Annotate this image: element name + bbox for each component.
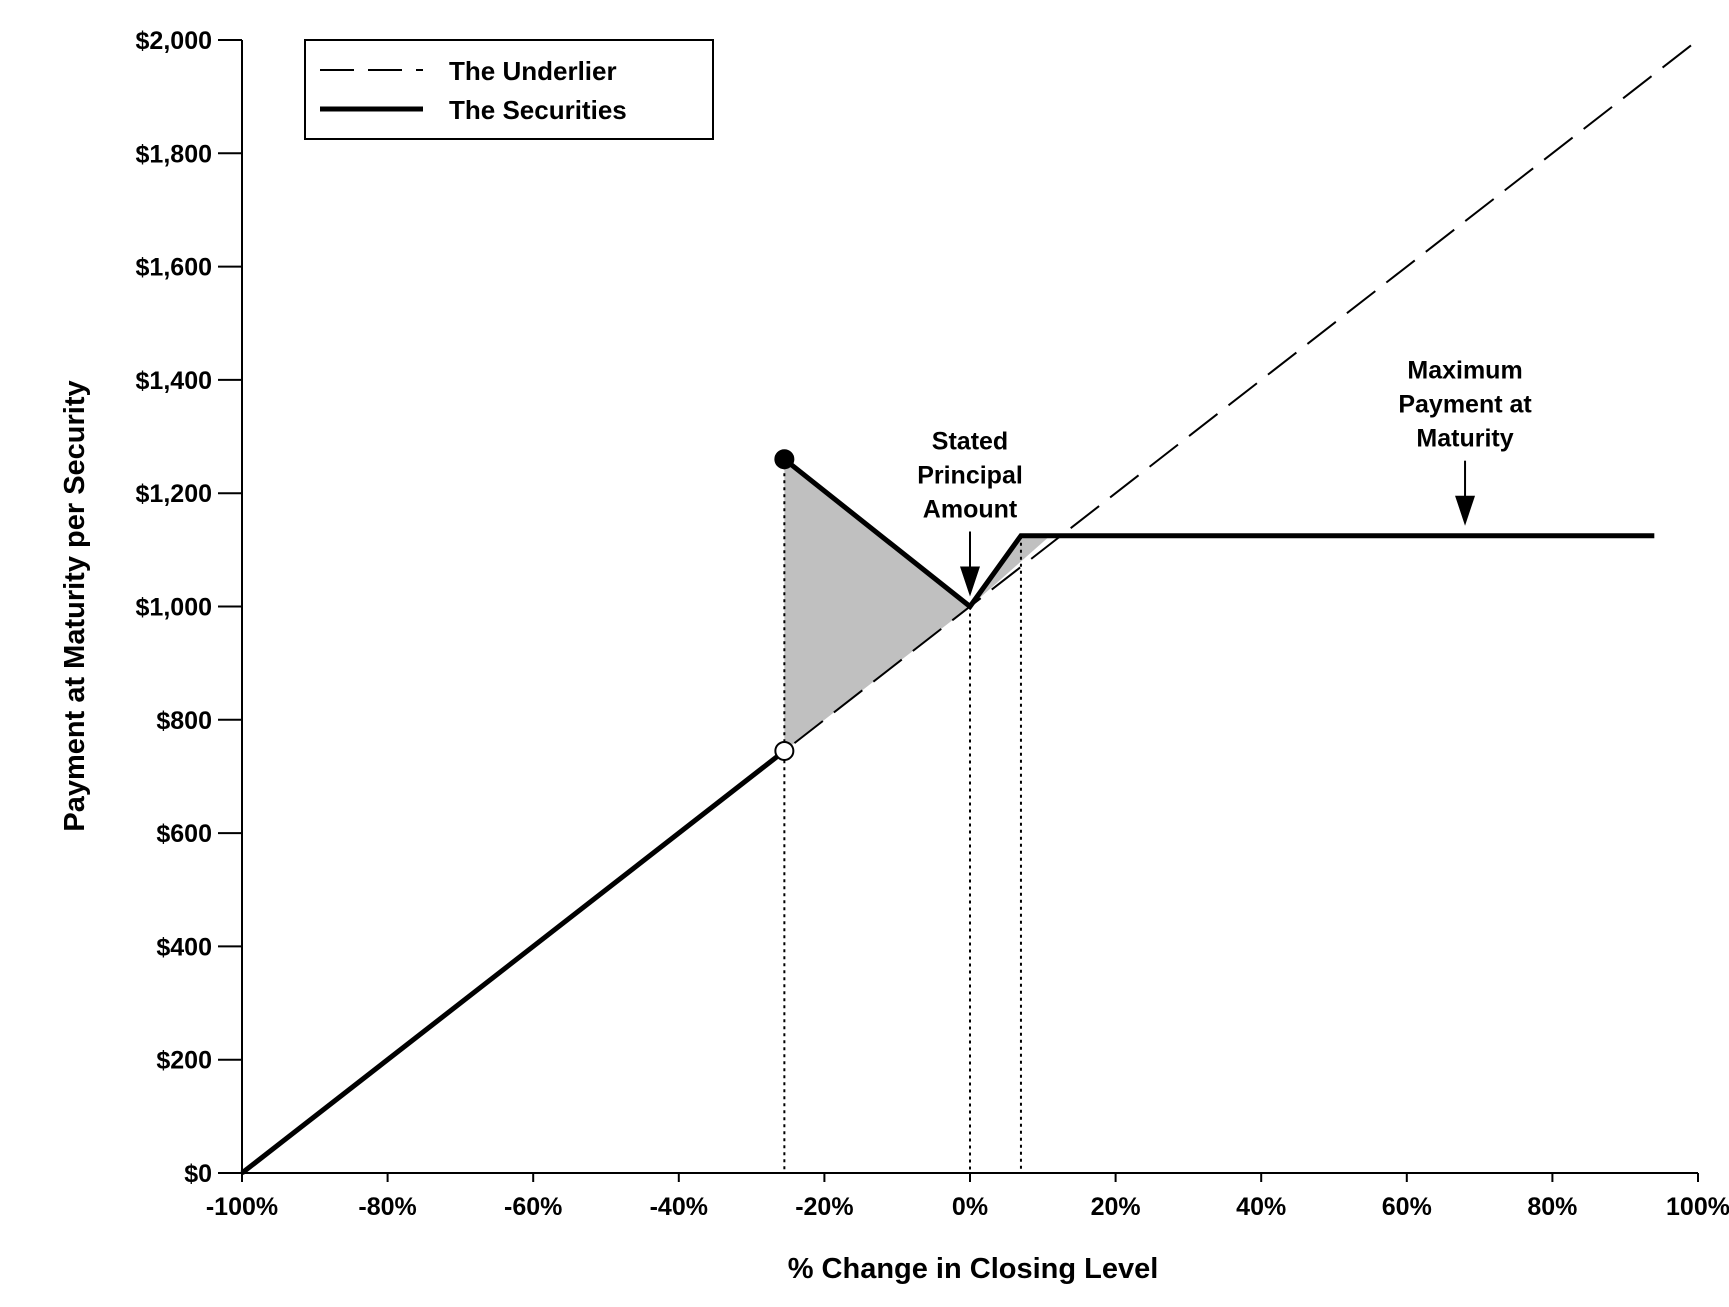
series-securities-line xyxy=(240,748,786,1175)
markers xyxy=(774,449,795,761)
y-tick-label: $1,800 xyxy=(136,140,212,168)
y-tick-label: $1,600 xyxy=(136,254,212,282)
y-ticks: $0 $200 $400 $600 $800 $1,000 $1,200 $1,400 $1,6… xyxy=(136,27,242,1188)
y-tick-label: $800 xyxy=(156,707,212,735)
x-tick-label: -80% xyxy=(358,1193,416,1221)
open-marker xyxy=(774,740,795,761)
annotation-arrow-head xyxy=(1455,495,1476,526)
x-tick-label: -60% xyxy=(504,1193,562,1221)
legend-label-securities: The Securities xyxy=(449,95,627,125)
annotation-label: Stated Principal Amount xyxy=(917,428,1023,524)
y-tick-label: $0 xyxy=(184,1160,212,1188)
shaded-regions xyxy=(784,459,1051,751)
annotation-label: Maximum Payment at Maturity xyxy=(1398,357,1532,453)
x-tick-label: 40% xyxy=(1236,1193,1286,1221)
annotation-arrow-head xyxy=(960,566,980,597)
y-tick-label: $200 xyxy=(156,1047,212,1075)
y-tick-label: $1,000 xyxy=(136,594,212,622)
series-securities-line xyxy=(782,457,1655,611)
y-tick-label: $1,400 xyxy=(136,367,212,395)
closed-marker xyxy=(774,449,795,470)
reference-lines xyxy=(783,459,1022,1173)
y-tick-label: $2,000 xyxy=(136,27,212,55)
x-tick-label: 80% xyxy=(1527,1193,1577,1221)
annotations: Stated Principal Amount Maximum Payment at Ma… xyxy=(917,357,1532,597)
x-tick-label: 20% xyxy=(1091,1193,1141,1221)
legend-box xyxy=(304,39,714,140)
shaded-region xyxy=(784,459,970,751)
shaded-region xyxy=(970,535,1051,607)
series-lines xyxy=(240,39,1699,1175)
legend: The Underlier The Securities xyxy=(304,39,714,140)
x-ticks: -100% -80% -60% -40% -20% 0% 20% 40% 60% 80% 100% xyxy=(206,1173,1729,1221)
x-tick-label: -100% xyxy=(206,1193,278,1221)
x-tick-label: 60% xyxy=(1382,1193,1432,1221)
x-tick-label: 0% xyxy=(952,1193,988,1221)
legend-label-underlier: The Underlier xyxy=(449,56,617,86)
y-tick-label: $1,200 xyxy=(136,480,212,508)
y-axis-title: Payment at Maturity per Security xyxy=(59,380,91,831)
x-tick-label: 100% xyxy=(1666,1193,1729,1221)
y-tick-label: $600 xyxy=(156,820,212,848)
x-tick-label: -40% xyxy=(650,1193,708,1221)
x-tick-label: -20% xyxy=(795,1193,853,1221)
x-axis-title: % Change in Closing Level xyxy=(788,1253,1159,1285)
y-tick-label: $400 xyxy=(156,933,212,961)
